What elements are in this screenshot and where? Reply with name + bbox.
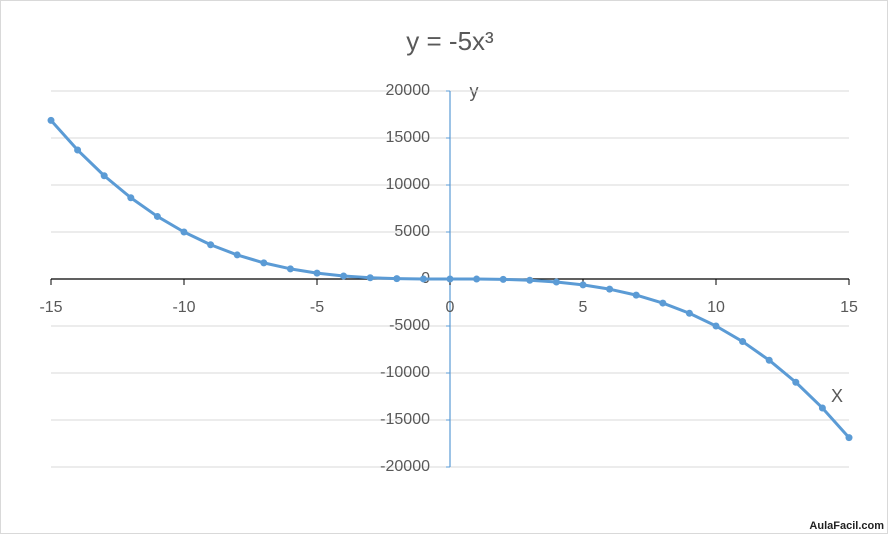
data-point bbox=[659, 299, 667, 307]
data-point bbox=[74, 146, 82, 154]
y-tick-label: 10000 bbox=[386, 176, 431, 193]
data-point bbox=[739, 338, 747, 346]
chart-title: y = -5x³ bbox=[406, 26, 494, 56]
y-tick-label: -10000 bbox=[380, 364, 430, 381]
data-point bbox=[47, 116, 55, 124]
data-point bbox=[845, 434, 853, 442]
x-tick-label: 5 bbox=[579, 299, 588, 316]
data-point bbox=[393, 275, 401, 283]
y-tick-label: 15000 bbox=[386, 129, 431, 146]
data-point bbox=[127, 194, 135, 202]
data-point bbox=[340, 272, 348, 280]
y-tick-label: -15000 bbox=[380, 411, 430, 428]
data-point bbox=[180, 228, 188, 236]
y-tick-label: 20000 bbox=[386, 82, 431, 99]
data-point bbox=[419, 275, 427, 283]
data-point bbox=[685, 309, 693, 317]
data-point bbox=[366, 274, 374, 282]
data-point bbox=[526, 276, 534, 284]
data-point bbox=[792, 378, 800, 386]
data-point bbox=[632, 291, 640, 299]
data-point bbox=[313, 269, 321, 277]
data-point bbox=[233, 251, 241, 259]
data-point bbox=[207, 241, 215, 249]
x-tick-label: 15 bbox=[840, 299, 858, 316]
x-tick-label: -5 bbox=[310, 299, 324, 316]
x-tick-label: 0 bbox=[446, 299, 455, 316]
data-point bbox=[260, 259, 268, 267]
data-point bbox=[286, 265, 294, 273]
data-point bbox=[606, 285, 614, 293]
data-point bbox=[712, 322, 720, 330]
data-point bbox=[446, 275, 454, 283]
data-point bbox=[552, 278, 560, 286]
data-point bbox=[153, 212, 161, 220]
x-tick-label: -15 bbox=[39, 299, 62, 316]
x-axis-label: X bbox=[831, 386, 843, 406]
data-point bbox=[100, 172, 108, 180]
x-tick-label: 10 bbox=[707, 299, 725, 316]
data-point bbox=[818, 404, 826, 412]
y-tick-label: -5000 bbox=[389, 317, 430, 334]
x-tick-label: -10 bbox=[172, 299, 195, 316]
watermark: AulaFacil.com bbox=[809, 520, 884, 532]
data-point bbox=[473, 275, 481, 283]
y-tick-label: -20000 bbox=[380, 458, 430, 475]
y-tick-label: 5000 bbox=[394, 223, 430, 240]
data-point bbox=[579, 281, 587, 289]
data-point bbox=[765, 356, 773, 364]
data-point bbox=[499, 275, 507, 283]
